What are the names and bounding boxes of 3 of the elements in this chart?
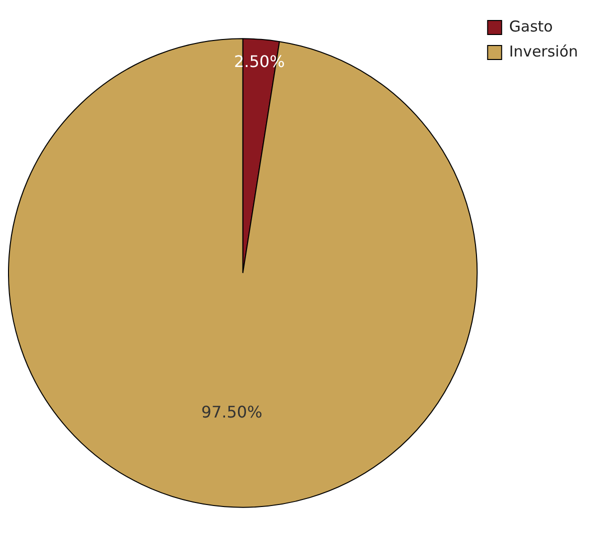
- data-label: 97.50%: [201, 402, 262, 422]
- legend-label: Inversión: [509, 42, 578, 60]
- legend-label: Gasto: [509, 17, 553, 36]
